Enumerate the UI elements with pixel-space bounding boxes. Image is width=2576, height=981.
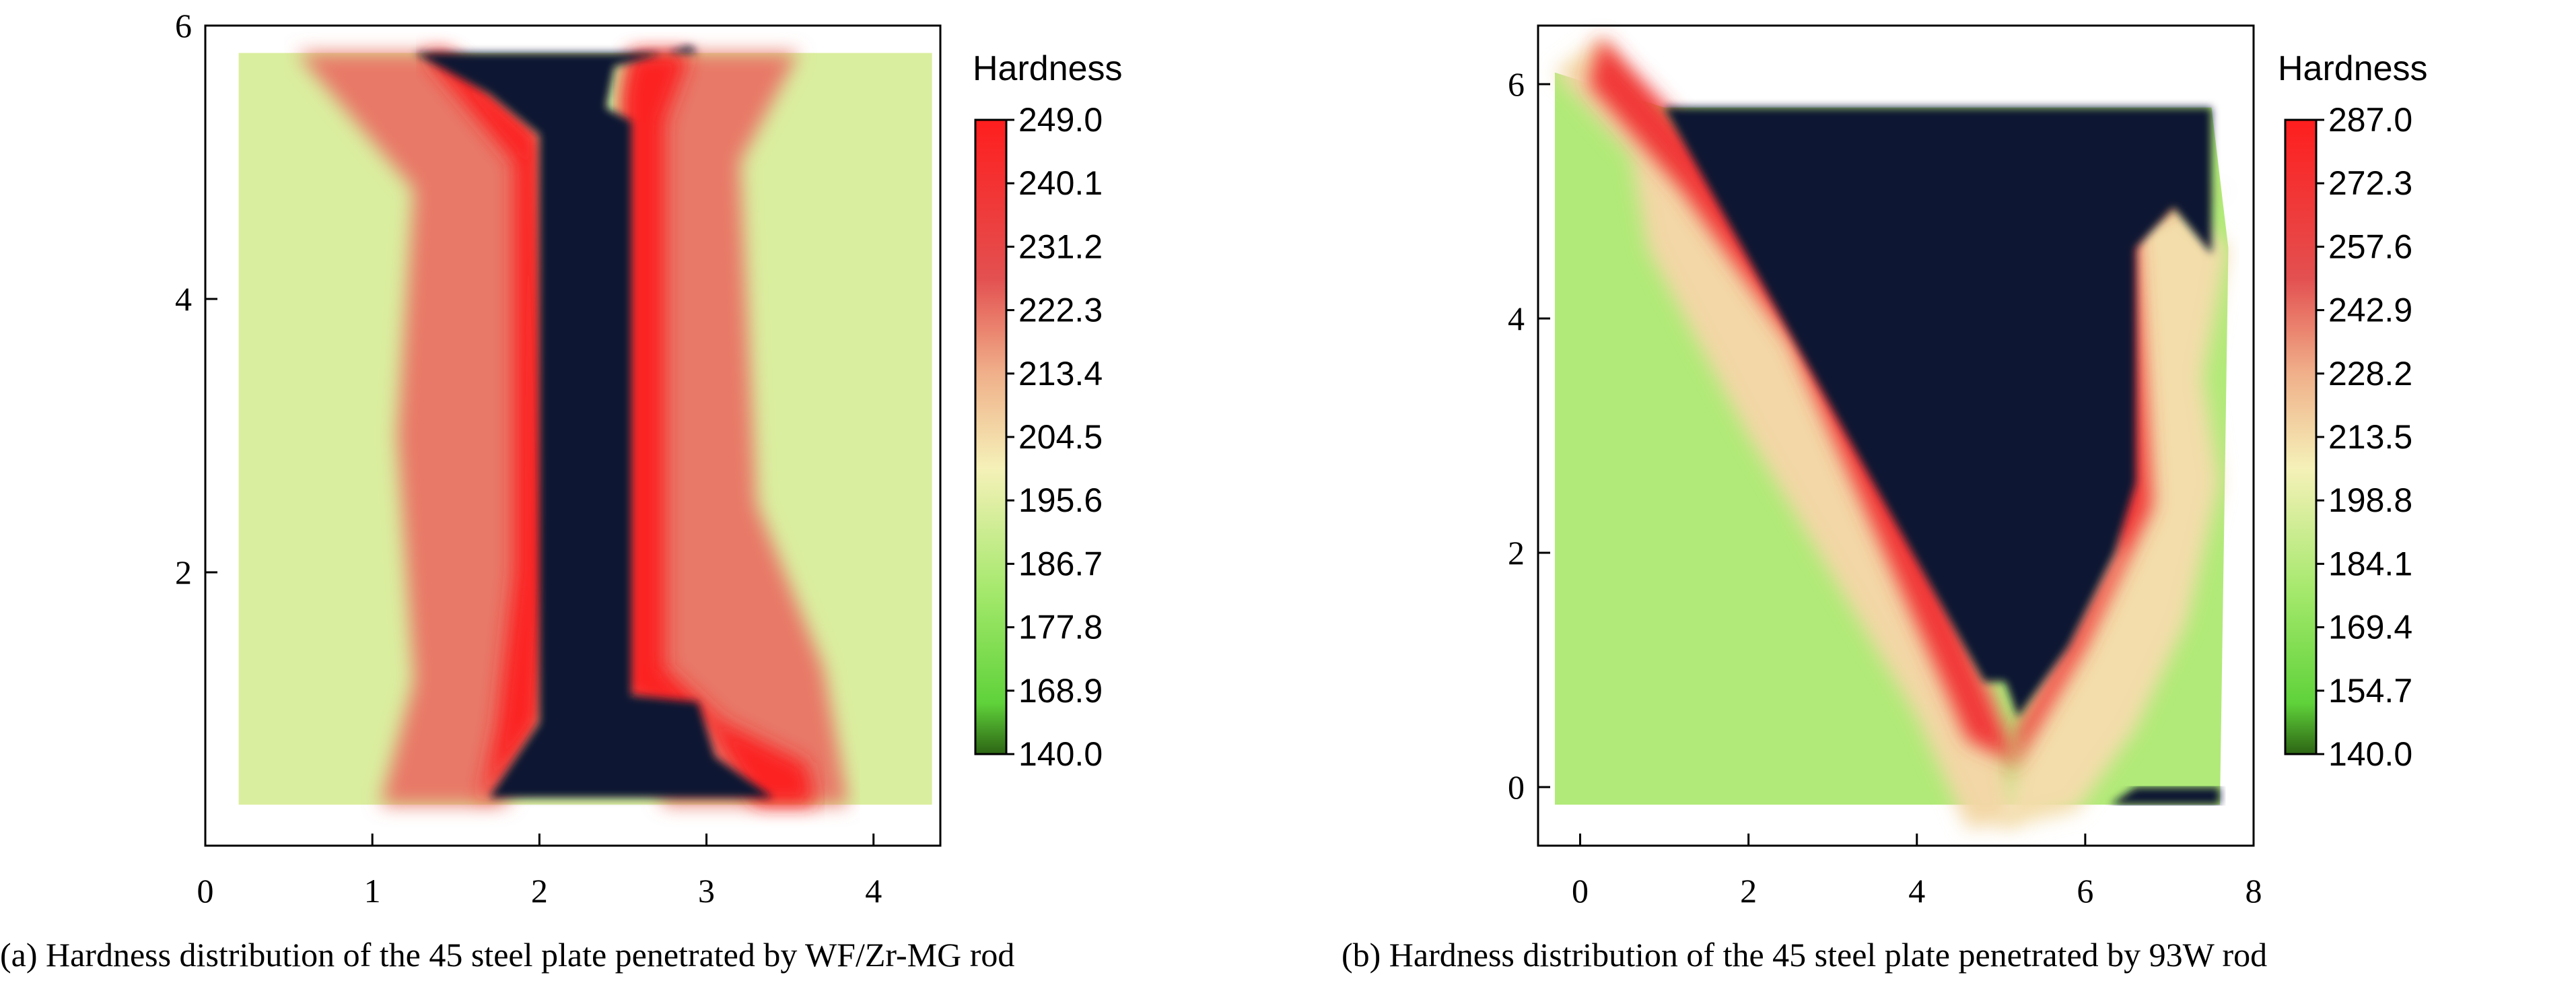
panel-b-frame — [1537, 24, 2255, 847]
x-tick-label: 6 — [2077, 872, 2093, 910]
region-right-rim — [623, 53, 815, 805]
colorbar-tick-label: 186.7 — [1018, 545, 1103, 582]
colorbar-tick-label: 231.2 — [1018, 228, 1103, 265]
x-tick-label: 2 — [531, 872, 548, 910]
region-hole — [414, 46, 773, 798]
region-left-rim — [422, 53, 548, 805]
y-tick-label: 6 — [1508, 65, 1525, 103]
colorbar-tick-label: 249.0 — [1018, 101, 1103, 139]
region-left-zone — [297, 53, 548, 805]
panel-b-colorbar: Hardness 287.0 272.3 257.6 242.9 228.2 213.5 1… — [2278, 49, 2428, 773]
panel-a-caption: (a) Hardness distribution of the 45 stee… — [0, 936, 1014, 974]
x-tick-label: 8 — [2246, 872, 2262, 910]
colorbar-tick-label: 169.4 — [2328, 609, 2412, 646]
region-left-band — [1555, 37, 2018, 828]
panel-a-plot: 0 1 2 3 4 2 4 6 — [175, 7, 942, 910]
colorbar-tick-label: 204.5 — [1018, 418, 1103, 456]
panel-a-y-axis: 2 4 6 — [175, 7, 217, 591]
colorbar-tick-label: 213.5 — [2328, 418, 2412, 456]
panel-a-colorbar-ticks: 249.0 240.1 231.2 222.3 213.4 204.5 195.6 186.7… — [1006, 101, 1103, 773]
colorbar-tick-label: 272.3 — [2328, 164, 2412, 202]
colorbar-tick-label: 222.3 — [1018, 292, 1103, 329]
colorbar-tick-label: 140.0 — [2328, 735, 2412, 773]
colorbar-tick-label: 195.6 — [1018, 481, 1103, 519]
panel-a-colorbar-title: Hardness — [973, 49, 1123, 88]
y-tick-label: 6 — [175, 7, 192, 44]
x-tick-label: 4 — [865, 872, 882, 910]
x-tick-label: 3 — [698, 872, 715, 910]
region-right-zone — [623, 53, 849, 805]
x-tick-label: 2 — [1740, 872, 1757, 910]
region-bottom-gap — [2110, 787, 2220, 805]
panel-b-colorbar-title: Hardness — [2278, 49, 2428, 88]
panel-b-colorbar-bar — [2284, 119, 2318, 755]
colorbar-tick-label: 177.8 — [1018, 609, 1103, 646]
region-hole — [1664, 107, 2212, 717]
colorbar-tick-label: 228.2 — [2328, 355, 2412, 393]
panel-a-frame — [204, 24, 942, 847]
colorbar-tick-label: 154.7 — [2328, 672, 2412, 710]
colorbar-tick-label: 168.9 — [1018, 672, 1103, 710]
region-left-rim — [1589, 37, 2018, 764]
panel-a-colorbar: Hardness 249.0 240.1 231.2 222.3 213.4 204.5 1… — [973, 49, 1123, 773]
x-tick-label: 1 — [364, 872, 381, 910]
x-tick-label: 4 — [1908, 872, 1925, 910]
y-tick-label: 4 — [1508, 300, 1525, 337]
colorbar-tick-label: 257.6 — [2328, 228, 2412, 265]
x-tick-label: 0 — [1572, 872, 1589, 910]
colorbar-tick-label: 184.1 — [2328, 545, 2412, 582]
panel-a-regions — [238, 46, 932, 805]
panel-b: 0 2 4 6 8 0 2 4 6 Hardness 287.0 272.3 257.6 242.9… — [1342, 24, 2428, 974]
y-tick-label: 2 — [175, 553, 192, 591]
colorbar-tick-label: 287.0 — [2328, 101, 2412, 139]
panel-a-colorbar-bar — [974, 119, 1008, 755]
y-tick-label: 4 — [175, 280, 192, 318]
panel-b-regions — [1555, 37, 2233, 828]
colorbar-tick-label: 213.4 — [1018, 355, 1103, 393]
colorbar-tick-label: 242.9 — [2328, 292, 2412, 329]
y-tick-label: 2 — [1508, 534, 1525, 572]
colorbar-tick-label: 240.1 — [1018, 164, 1103, 202]
panel-b-caption: (b) Hardness distribution of the 45 stee… — [1342, 936, 2267, 974]
panel-b-x-axis: 0 2 4 6 8 — [1572, 834, 2262, 910]
panel-a-x-axis: 0 1 2 3 4 — [197, 834, 882, 910]
panel-b-y-axis: 0 2 4 6 — [1508, 65, 1550, 806]
colorbar-tick-label: 198.8 — [2328, 481, 2412, 519]
x-tick-label: 0 — [197, 872, 214, 910]
panel-b-plot: 0 2 4 6 8 0 2 4 6 — [1508, 24, 2262, 910]
y-tick-label: 0 — [1508, 768, 1525, 806]
colorbar-tick-label: 140.0 — [1018, 735, 1103, 773]
panel-b-colorbar-ticks: 287.0 272.3 257.6 242.9 228.2 213.5 198.8 184.1… — [2316, 101, 2412, 773]
